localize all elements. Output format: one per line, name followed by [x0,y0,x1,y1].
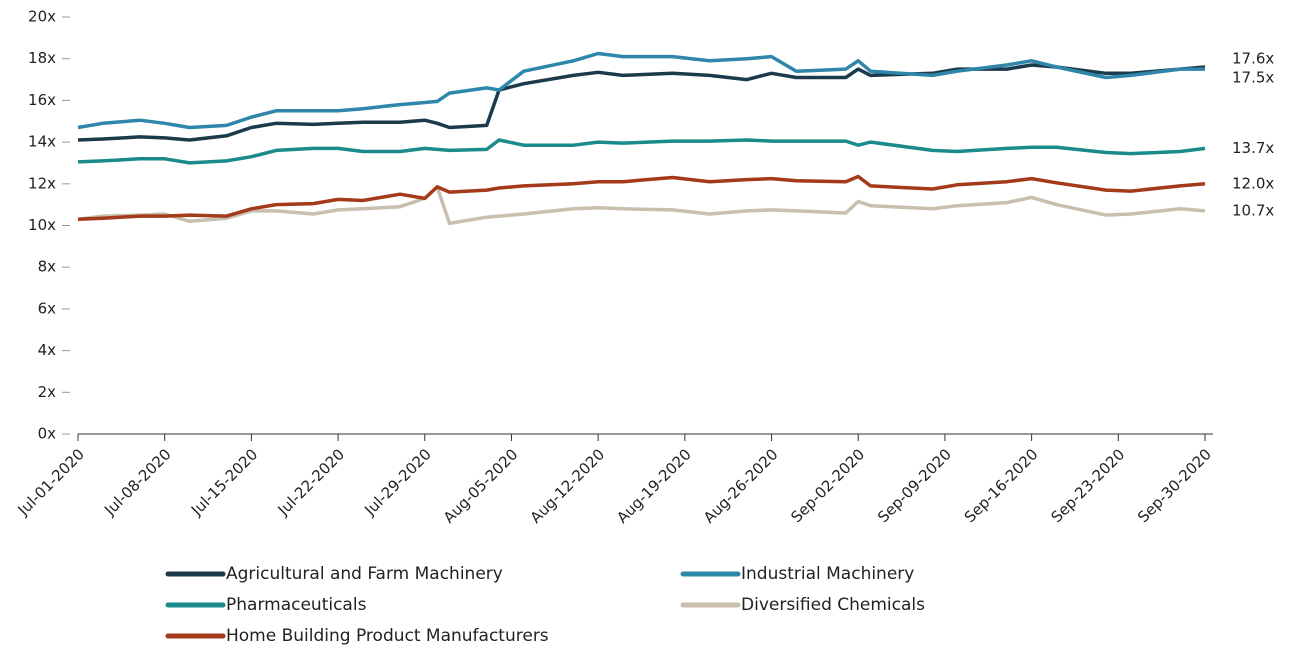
legend: Agricultural and Farm Machinery Industria… [165,564,925,646]
x-tick-label: Jul-22-2020 [274,445,348,519]
x-tick-label: Aug-19-2020 [613,445,695,527]
series-line [77,185,1206,226]
legend-label: Pharmaceuticals [226,595,367,615]
legend-label: Agricultural and Farm Machinery [226,564,503,584]
legend-label: Home Building Product Manufacturers [226,626,549,646]
legend-label: Diversified Chemicals [741,595,925,615]
y-tick-label: 4x [38,341,57,359]
y-tick-label: 6x [38,299,57,317]
x-tick-label: Aug-12-2020 [527,445,609,527]
x-tick-label: Sep-16-2020 [961,445,1042,526]
x-tick-label: Jul-15-2020 [187,445,261,519]
end-label: 13.7x [1232,139,1274,157]
y-tick-label: 8x [38,258,57,276]
x-tick-label: Jul-08-2020 [100,445,174,519]
series-line [77,51,1205,130]
end-label: 12.0x [1232,174,1274,192]
y-tick-label: 14x [28,133,56,151]
x-tick-label: Jul-29-2020 [360,445,434,519]
x-tick-label: Aug-05-2020 [440,445,522,527]
y-tick-label: 12x [28,174,56,192]
y-tick-label: 0x [38,425,57,443]
y-tick-label: 10x [28,216,56,234]
series-line [77,63,1206,142]
x-tick-label: Sep-30-2020 [1134,445,1215,526]
end-label: 10.7x [1232,201,1274,219]
x-tick-label: Sep-23-2020 [1047,445,1128,526]
x-tick-label: Sep-02-2020 [787,445,868,526]
x-tick-label: Jul-01-2020 [14,445,88,519]
y-tick-label: 18x [28,49,56,67]
series-line [77,174,1206,221]
legend-label: Industrial Machinery [741,564,914,584]
y-tick-label: 2x [38,383,57,401]
end-label: 17.6x [1232,50,1274,68]
series-line [77,138,1206,165]
y-tick-label: 16x [28,91,56,109]
end-label: 17.5x [1232,69,1274,87]
x-tick-label: Sep-09-2020 [874,445,955,526]
x-tick-label: Aug-26-2020 [700,445,782,527]
y-tick-label: 20x [28,8,56,26]
